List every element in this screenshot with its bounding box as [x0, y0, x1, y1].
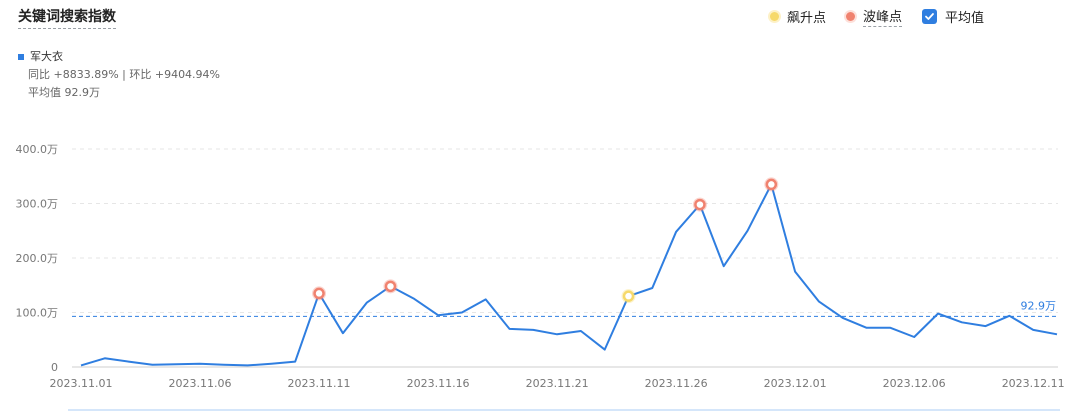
legend-peak-label: 波峰点: [862, 6, 902, 27]
series-name: 军大衣: [30, 50, 63, 63]
y-tick-label: 300.0万: [16, 198, 59, 211]
series-average-text: 平均值 92.9万: [28, 86, 100, 99]
x-tick-label: 2023.11.11: [288, 377, 351, 390]
peak-point: [384, 280, 397, 293]
series-line: [80, 183, 1058, 367]
x-tick-label: 2023.11.26: [645, 377, 708, 390]
peak-point: [694, 198, 706, 211]
y-tick-label: 200.0万: [16, 252, 59, 265]
peak-point-icon: [845, 12, 855, 21]
series-legend-item[interactable]: 军大衣: [18, 48, 220, 66]
x-tick-label: 2023.11.01: [50, 377, 113, 390]
x-tick-label: 2023.11.16: [407, 377, 470, 390]
x-tick-label: 2023.11.21: [526, 377, 589, 390]
x-tick-label: 2023.12.06: [883, 377, 946, 390]
average-label: 92.9万: [1021, 299, 1057, 312]
surge-point: [622, 290, 635, 302]
page-title: 关键词搜索指数: [18, 6, 116, 29]
average-toggle[interactable]: 平均值: [921, 7, 984, 26]
series-color-icon: [18, 54, 24, 60]
legend-surge-label: 飙升点: [786, 11, 826, 26]
x-tick-label: 2023.12.01: [764, 377, 827, 390]
surge-point-icon: [769, 12, 779, 21]
legend-peak[interactable]: 波峰点: [845, 6, 902, 27]
legend-surge[interactable]: 飙升点: [769, 7, 826, 26]
peak-point: [313, 287, 325, 300]
x-tick-label: 2023.11.06: [169, 377, 232, 390]
checkbox-checked-icon[interactable]: [921, 9, 937, 24]
y-tick-label: 0: [51, 361, 58, 374]
peak-point: [765, 178, 778, 191]
x-tick-label: 2023.12.11: [1002, 377, 1065, 390]
series-summary: 军大衣 同比 +8833.89% | 环比 +9404.94% 平均值 92.9…: [18, 48, 220, 102]
series-change-stats: 同比 +8833.89% | 环比 +9404.94%: [28, 68, 221, 81]
average-toggle-label: 平均值: [944, 11, 984, 26]
y-tick-label: 400.0万: [16, 143, 59, 156]
y-tick-label: 100.0万: [16, 307, 59, 320]
chart-legend: 飙升点 波峰点 平均值: [769, 6, 984, 27]
